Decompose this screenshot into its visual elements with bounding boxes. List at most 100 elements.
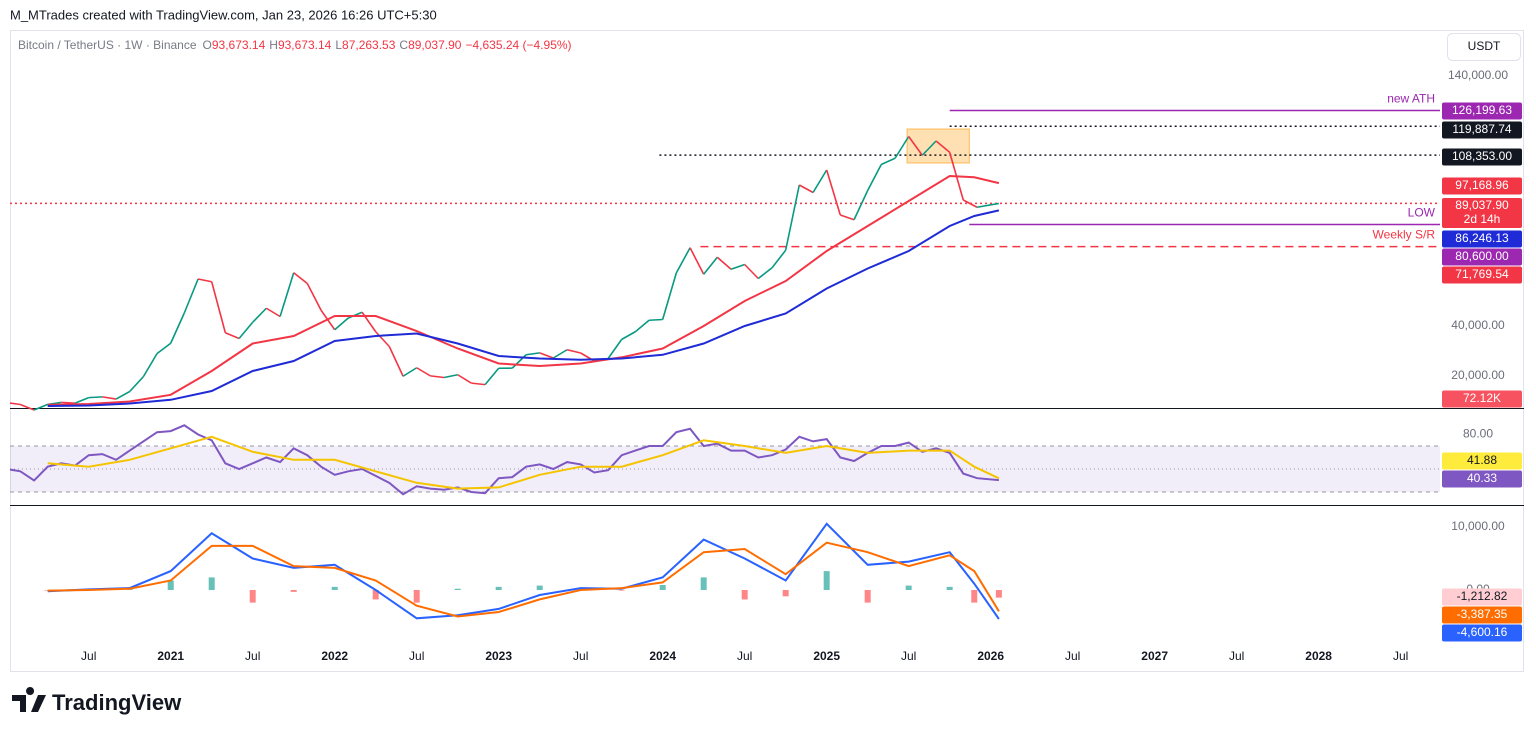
price-tag-label: 97,168.96 (1455, 178, 1509, 192)
price-tag-label: 41.88 (1467, 453, 1497, 467)
histogram-bar (659, 584, 666, 590)
level-annotation: Weekly S/R (1373, 228, 1436, 242)
currency[interactable]: USDT (1468, 39, 1501, 53)
x-tick-label: 2023 (485, 649, 512, 663)
price-segment (102, 396, 117, 400)
ohlc-value: 93,673.14 (212, 38, 266, 52)
histogram-bar (946, 586, 953, 590)
histogram-bar (971, 589, 978, 603)
price-tag-label: 72.12K (1463, 391, 1501, 405)
price-segment (661, 272, 678, 320)
x-tick-label: Jul (1393, 649, 1408, 663)
x-tick-label: Jul (409, 649, 424, 663)
price-tag (1442, 266, 1522, 284)
histogram-bar (290, 589, 297, 592)
price-segment (252, 307, 267, 323)
price-segment (279, 272, 295, 317)
series-line (47, 209, 1000, 407)
x-tick-label: Jul (737, 649, 752, 663)
price-tag-label: 71,769.54 (1455, 267, 1509, 281)
ohlc-value: 89,037.90 (408, 38, 462, 52)
price-tag (1442, 248, 1522, 266)
price-tag (1442, 588, 1522, 606)
price-tag (1442, 470, 1522, 488)
price-segment (10, 402, 21, 406)
price-segment (334, 317, 349, 331)
price-tag (1442, 230, 1522, 248)
price-segment (689, 247, 705, 275)
series-line (47, 541, 1000, 618)
series-line (47, 174, 1000, 406)
price-tag (1442, 148, 1522, 166)
price-segment (293, 272, 308, 285)
legend: Bitcoin / TetherUS · 1W · Binance O93,673… (18, 38, 572, 52)
price-tag (1442, 121, 1522, 139)
histogram-bar (823, 571, 830, 590)
x-tick-label: Jul (573, 649, 588, 663)
y-tick-label: 40,000.00 (1451, 318, 1505, 332)
price-segment (784, 184, 801, 251)
level-annotation: new ATH (1387, 92, 1435, 106)
price-tag-label: 40.33 (1467, 471, 1497, 485)
price-segment (812, 169, 828, 193)
price-segment (142, 353, 158, 378)
price-tag (1442, 177, 1522, 195)
histogram-bar (618, 589, 625, 591)
price-segment (225, 332, 240, 340)
price-segment (798, 184, 814, 194)
x-tick-label: 2021 (157, 649, 184, 663)
histogram-bar (495, 586, 502, 590)
histogram-bar (536, 585, 543, 590)
price-segment (866, 164, 882, 191)
price-segment (61, 401, 76, 404)
price-segment (935, 140, 951, 153)
price-segment (649, 318, 663, 322)
countdown: 2d 14h (1464, 212, 1501, 226)
price-segment (716, 256, 732, 270)
price-segment (703, 256, 718, 275)
price-segment (457, 374, 472, 384)
price-tag-label: -1,212.82 (1457, 589, 1508, 603)
currency-button[interactable] (1447, 33, 1521, 61)
price-segment (430, 375, 445, 379)
price-segment (238, 321, 254, 340)
price-segment (210, 281, 227, 333)
price-tag (1442, 390, 1522, 408)
price-segment (197, 278, 212, 283)
price-segment (129, 376, 144, 393)
price-segment (962, 199, 978, 208)
price-segment (840, 214, 855, 221)
logo-text: TradingView (52, 690, 182, 715)
rsi-band (10, 446, 1440, 493)
y-tick-label: 80.00 (1463, 427, 1493, 441)
price-segment (402, 367, 418, 377)
attribution: M_MTrades created with TradingView.com, … (10, 7, 437, 22)
histogram-bar (700, 577, 707, 590)
x-tick-label: Jul (1065, 649, 1080, 663)
x-tick-label: Jul (245, 649, 260, 663)
price-segment (634, 319, 650, 333)
price-tag (1442, 624, 1522, 642)
x-tick-label: 2028 (1305, 649, 1332, 663)
ohlc-letter: O (203, 38, 212, 52)
histogram-bar (782, 589, 789, 597)
price-segment (156, 342, 172, 355)
price-tag (1442, 198, 1522, 228)
ohlc-value: 87,263.53 (342, 38, 396, 52)
histogram-bar (413, 589, 420, 603)
price-segment (771, 249, 787, 269)
price-segment (169, 312, 186, 344)
price-segment (115, 390, 131, 400)
price-segment (675, 247, 691, 274)
price-segment (757, 267, 773, 280)
price-tag-label: 80,600.00 (1455, 249, 1509, 263)
x-tick-label: 2024 (649, 649, 676, 663)
histogram-bar (372, 589, 379, 600)
histogram-bar (864, 589, 871, 603)
price-segment (552, 349, 568, 359)
price-segment (20, 403, 35, 411)
price-tag (1442, 606, 1522, 624)
y-tick-label: 20,000.00 (1451, 368, 1505, 382)
price-segment (566, 348, 581, 354)
histogram-bar (741, 589, 748, 600)
